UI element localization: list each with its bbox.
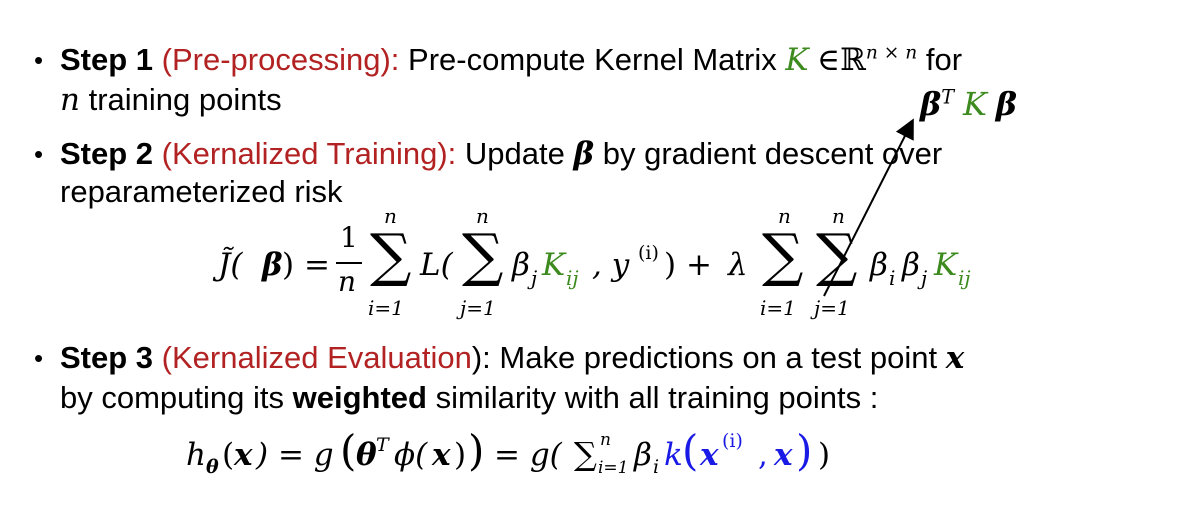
step3-weighted: weighted <box>292 380 427 415</box>
step3-text-b: by computing its <box>60 380 284 415</box>
eq2-beta-sub: i <box>653 456 660 478</box>
eq2-beta: β <box>634 437 652 473</box>
eq2-xi-sup: (i) <box>722 430 743 452</box>
step1-text-a: Pre-compute Kernel Matrix <box>408 42 777 77</box>
eq1-frac-num: 1 <box>340 221 358 254</box>
eq2-theta: θ <box>356 437 377 473</box>
eq2-sum: ∑ <box>574 435 597 473</box>
eq2-end: ) <box>818 437 831 473</box>
eq2-x-open: ( <box>222 437 235 473</box>
annotation-quadratic-form: βT K β <box>920 86 1017 122</box>
eq1-sum2-top: n <box>476 204 489 228</box>
eq1-frac-bar <box>336 262 362 264</box>
eq1-L-open: L( <box>420 247 453 283</box>
eq2-sum-sup: n <box>600 430 611 450</box>
eq1-K-2-sub: ij <box>958 266 971 290</box>
step1-line2: n training points <box>60 82 282 118</box>
eq1-close-plus: ) + <box>664 247 712 283</box>
bullet-step3: • <box>34 343 44 373</box>
step2-label: Step 2 <box>60 136 154 171</box>
eq2-x: x <box>234 437 253 473</box>
step3-label: Step 3 <box>60 340 154 375</box>
eq1-beta: β <box>262 247 283 283</box>
eq1-sum1-bottom: i=1 <box>368 296 404 320</box>
step1-line1: Step 1 (Pre-processing): Pre-compute Ker… <box>60 42 962 78</box>
step1-element-of: ∈ <box>817 42 841 78</box>
eq2-k-open: ( <box>682 426 699 475</box>
step3-text-c: similarity with all training points : <box>435 380 879 415</box>
step1-text-b: for <box>925 42 963 77</box>
eq1-sum2: ∑ <box>462 221 504 289</box>
step2-line2: reparameterized risk <box>60 174 343 210</box>
step2-line1: Step 2 (Kernalized Training): Update β b… <box>60 136 942 172</box>
step2-text-c: reparameterized risk <box>60 174 343 209</box>
eq1-J: J̃( <box>218 247 243 283</box>
annotation-T: T <box>941 85 955 109</box>
eq1-beta-j2: β <box>902 247 920 283</box>
step1-reals: ℝ <box>840 42 866 78</box>
eq1-beta-i-sub: i <box>889 266 896 290</box>
step3-tag-end: ): Make predictions on a test point <box>471 340 938 375</box>
eq1-lambda: λ <box>728 247 748 283</box>
eq2-big-close: ) <box>468 426 485 475</box>
step3-line1: Step 3 (Kernalized Evaluation): Make pre… <box>60 340 964 376</box>
step2-text-b: by gradient descent over <box>602 136 943 171</box>
step1-label: Step 1 <box>60 42 154 77</box>
eq1-beta-j2-sub: j <box>921 266 928 290</box>
eq1-K-1: K <box>542 247 566 283</box>
eq2-h: h <box>186 437 206 473</box>
eq1-sum1-top: n <box>384 204 397 228</box>
eq2-phi-close: ) <box>454 437 467 473</box>
eq2-theta-sub: θ <box>206 456 219 478</box>
eq2-T: T <box>376 434 389 456</box>
step3-tag: (Kernalized Evaluation <box>161 340 472 375</box>
step1-matrix-K: K <box>785 42 809 78</box>
eq1-K-2: K <box>934 247 958 283</box>
eq1-sum2-bottom: j=1 <box>460 296 496 320</box>
eq1-sum4: ∑ <box>816 221 858 289</box>
eq2-x2: x <box>432 437 451 473</box>
step1-text-c: training points <box>88 82 282 117</box>
eq1-K-1-sub: ij <box>566 266 579 290</box>
eq1-comma-y: , y <box>592 247 630 283</box>
eq2-phi: ϕ( <box>394 437 428 473</box>
eq2-xi: x <box>700 437 719 473</box>
eq1-y-sup: (i) <box>638 242 659 264</box>
bullet-step1: • <box>34 45 44 75</box>
eq2-eq-g: = g( <box>494 437 562 473</box>
step2-beta: β <box>573 136 595 172</box>
annotation-beta1: β <box>920 85 942 123</box>
eq1-sum3-bottom: i=1 <box>760 296 796 320</box>
eq1-frac-den: n <box>338 265 357 298</box>
eq2-big-open: ( <box>340 426 357 475</box>
step1-n-var: n <box>60 82 80 118</box>
step1-tag: (Pre-processing): <box>161 42 400 77</box>
eq1-eq: ) = <box>282 247 330 283</box>
eq2-k-close: ) <box>796 426 813 475</box>
eq1-sum4-top: n <box>832 204 845 228</box>
eq1-beta-j-sub: j <box>531 266 538 290</box>
eq2-k: k <box>664 437 683 473</box>
step2-tag: (Kernalized Training): <box>161 136 457 171</box>
bullet-step2: • <box>34 139 44 169</box>
step3-line2: by computing its weighted similarity wit… <box>60 380 878 416</box>
eq1-sum3-top: n <box>778 204 791 228</box>
annotation-beta2: β <box>995 85 1017 123</box>
eq2-sum-sub: i=1 <box>598 458 629 478</box>
eq1-sum1: ∑ <box>370 221 412 289</box>
eq1-beta-j: β <box>512 247 530 283</box>
annotation-K: K <box>962 85 987 123</box>
step1-dims: n × n <box>865 42 918 64</box>
eq2-x3: x <box>774 437 793 473</box>
step2-text-a: Update <box>464 136 565 171</box>
eq1-sum3: ∑ <box>762 221 804 289</box>
eq2-comma: , <box>758 437 768 473</box>
eq2-close-eq-g: ) = g <box>256 437 334 473</box>
eq1-beta-i: β <box>870 247 888 283</box>
eq1-sum4-bottom: j=1 <box>814 296 850 320</box>
step3-x: x <box>945 340 965 376</box>
